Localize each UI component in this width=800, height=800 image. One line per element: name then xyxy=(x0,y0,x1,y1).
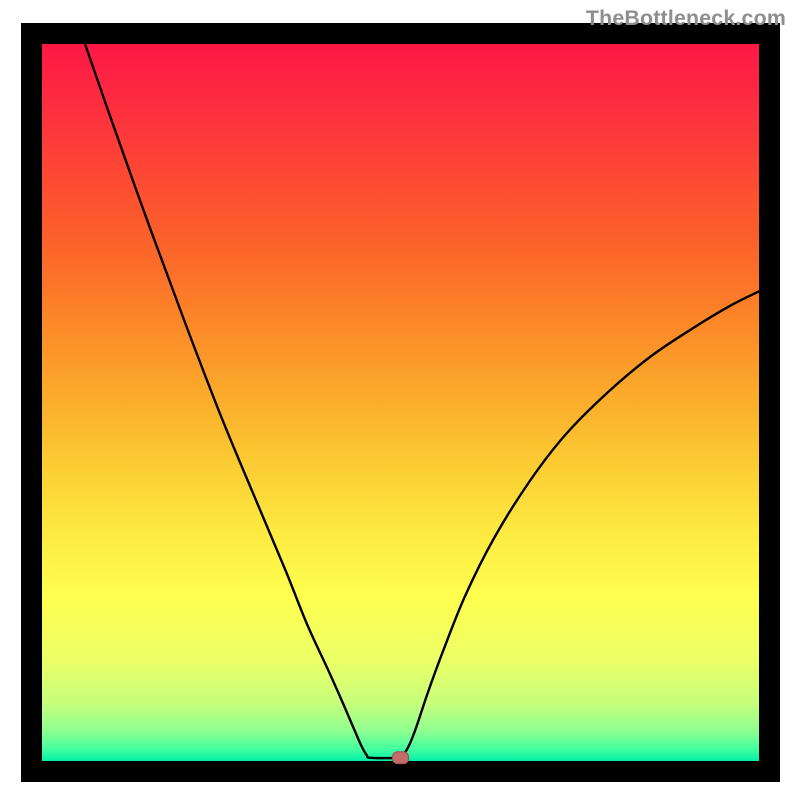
line-chart xyxy=(0,0,800,800)
chart-stage: TheBottleneck.com xyxy=(0,0,800,800)
watermark-text: TheBottleneck.com xyxy=(586,6,786,31)
chart-gradient-background xyxy=(42,44,759,761)
optimal-point-marker xyxy=(393,752,409,764)
